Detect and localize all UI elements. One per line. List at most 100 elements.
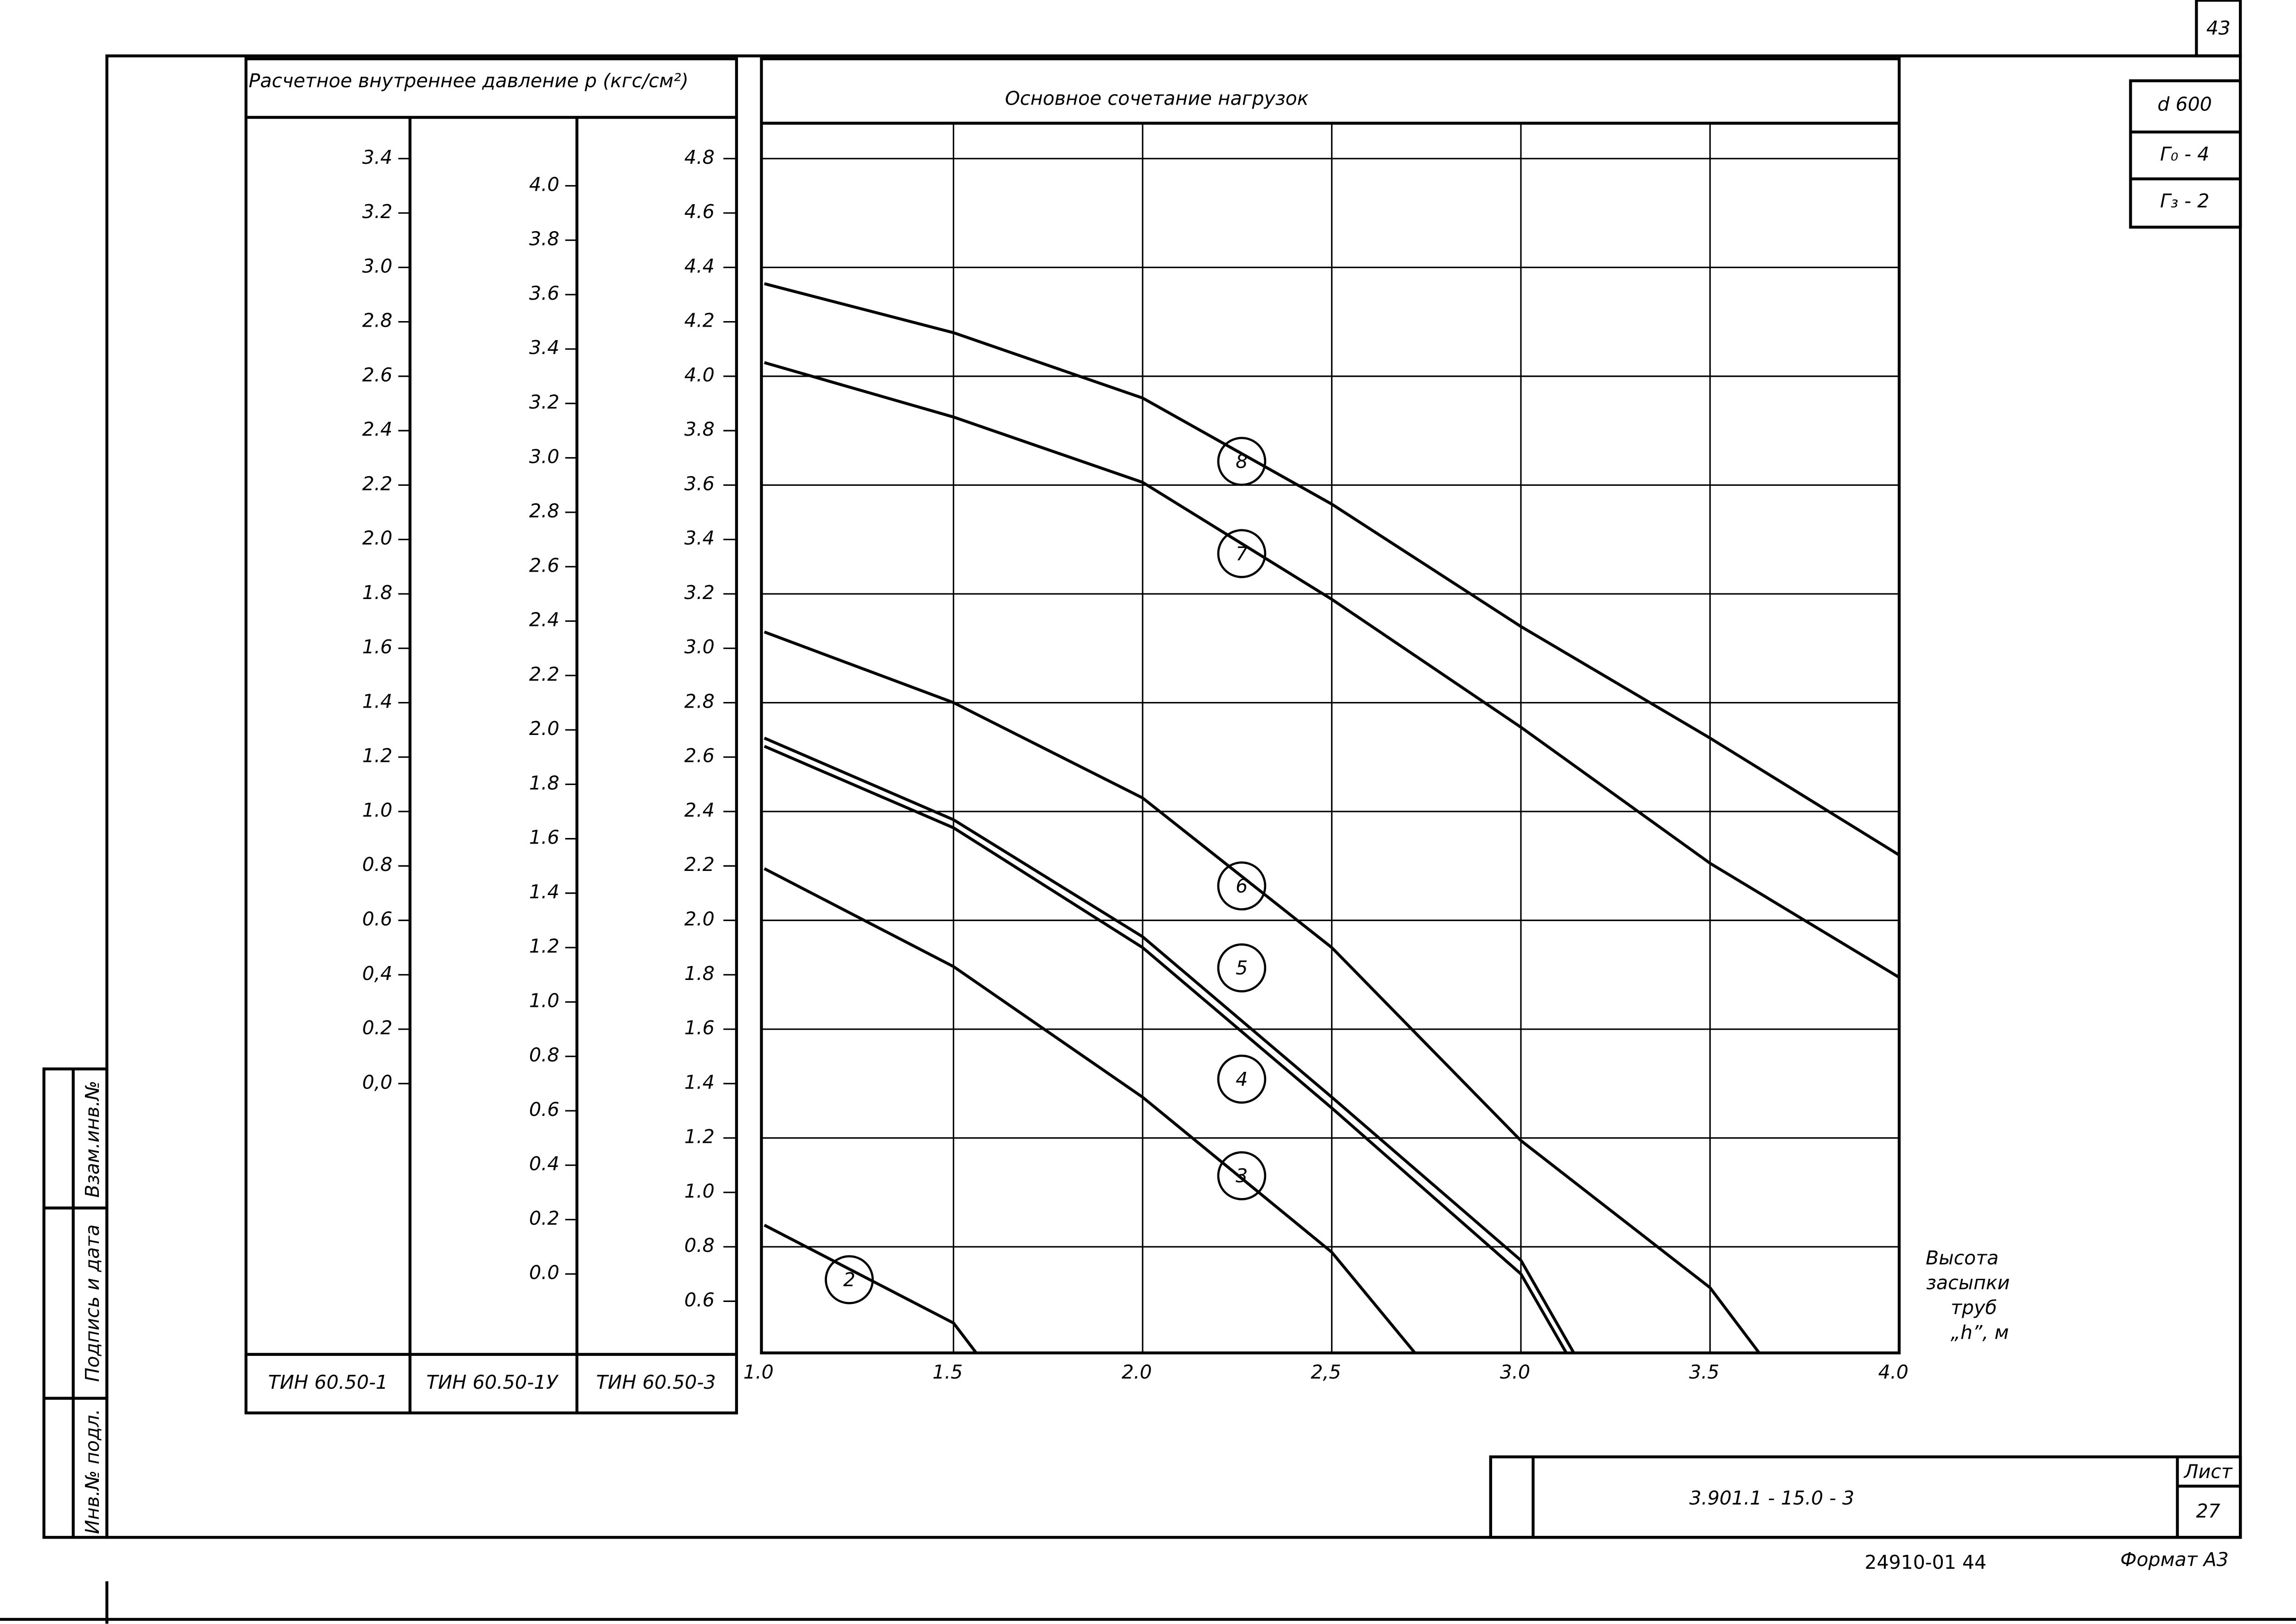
curve-label-circle — [825, 1255, 874, 1304]
scale-tick-label: 2.0 — [529, 717, 559, 740]
y-tick-label: 3.8 — [684, 418, 714, 440]
y-tick-label: 0.8 — [684, 1234, 714, 1257]
curve-label: 2 — [843, 1269, 855, 1291]
scale-tick-label: 0.2 — [529, 1207, 559, 1229]
x-tick-label: 3.0 — [1500, 1361, 1530, 1383]
y-tick-label: 3.0 — [684, 636, 714, 658]
scale-tick-label: 3.2 — [529, 391, 559, 413]
y-tick-label: 4.2 — [684, 309, 714, 332]
curve-label-circle — [1217, 437, 1267, 486]
curve-label: 5 — [1235, 957, 1248, 979]
chart-title: Основное сочетание нагрузок — [1005, 87, 1308, 110]
g0: Г₀ - 4 — [2160, 143, 2209, 165]
y-tick-label: 1.6 — [684, 1017, 714, 1039]
y-axis-title: Расчетное внутреннее давление р (кгс/см²… — [249, 70, 689, 92]
y-tick-label: 2.0 — [684, 908, 714, 930]
curve-label: 7 — [1235, 542, 1248, 565]
x-axis-title: „h”, м — [1951, 1321, 2009, 1344]
x-tick-label: 4.0 — [1878, 1361, 1908, 1383]
x-tick-label: 2.0 — [1122, 1361, 1152, 1383]
curve — [764, 282, 1900, 857]
scale-name: ТИН 60.50-1 — [268, 1371, 388, 1393]
y-tick-label: 4.4 — [684, 255, 714, 277]
curve-label-circle — [1217, 1151, 1267, 1200]
scale-tick-label: 1.2 — [529, 935, 559, 957]
margin-label: Подпись и дата — [81, 1224, 103, 1382]
margin-label: Взам.инв.№ — [81, 1081, 103, 1198]
y-tick-label: 4.6 — [684, 200, 714, 223]
scale-tick-label: 3.6 — [529, 282, 559, 304]
y-tick-label: 3.2 — [684, 581, 714, 604]
scale-tick-label: 3.8 — [529, 228, 559, 250]
scale-tick-label: 1.0 — [529, 989, 559, 1012]
scale-tick-label: 0,0 — [362, 1071, 392, 1093]
scale-tick-label: 0.4 — [529, 1153, 559, 1175]
g3: Г₃ - 2 — [2160, 190, 2209, 212]
x-axis-title: труб — [1951, 1296, 1997, 1319]
scale-tick-label: 0,4 — [362, 962, 392, 985]
sheet-number: 27 — [2196, 1500, 2220, 1522]
format: Формат А3 — [2120, 1548, 2229, 1571]
curve — [763, 867, 1416, 1354]
scale-name: ТИН 60.50-1У — [427, 1371, 559, 1393]
y-tick-label: 2.8 — [684, 690, 714, 712]
scale-tick-label: 2.4 — [529, 609, 559, 631]
scale-tick-label: 2.2 — [529, 663, 559, 685]
scale-tick-label: 1.6 — [362, 636, 392, 658]
scale-tick-label: 0.0 — [529, 1262, 559, 1284]
scale-tick-label: 2.4 — [362, 418, 392, 440]
scale-tick-label: 2.6 — [362, 364, 392, 386]
y-tick-label: 4.0 — [684, 364, 714, 386]
curve — [763, 1224, 977, 1354]
scale-tick-label: 0.8 — [362, 853, 392, 876]
page-number: 43 — [2206, 17, 2231, 39]
scale-tick-label: 3.4 — [362, 146, 392, 168]
scale-name: ТИН 60.50-3 — [596, 1371, 716, 1393]
sheet-label: Лист — [2183, 1460, 2233, 1482]
curve-label-circle — [1217, 943, 1267, 992]
scale-tick-label: 3.2 — [362, 200, 392, 223]
scale-tick-label: 0.2 — [362, 1017, 392, 1039]
y-tick-label: 3.4 — [684, 527, 714, 549]
scale-tick-label: 3.4 — [529, 336, 559, 359]
scale-tick-label: 2.8 — [529, 500, 559, 522]
doc-code: 3.901.1 - 15.0 - 3 — [1689, 1487, 1855, 1509]
scale-tick-label: 4.0 — [529, 173, 559, 195]
curve-label-circle — [1217, 529, 1267, 578]
curve-label: 4 — [1235, 1068, 1248, 1090]
curve — [764, 361, 1900, 979]
y-tick-label: 2.6 — [684, 745, 714, 767]
scale-tick-label: 2.8 — [362, 309, 392, 332]
scale-tick-label: 1.8 — [529, 772, 559, 794]
scale-tick-label: 3.0 — [362, 255, 392, 277]
y-tick-label: 1.2 — [684, 1126, 714, 1148]
curve-label: 6 — [1235, 875, 1248, 897]
x-tick-label: 3.5 — [1689, 1361, 1719, 1383]
curve-label: 8 — [1235, 451, 1248, 473]
x-axis-title: Высота — [1926, 1247, 1998, 1269]
x-tick-label: 2,5 — [1311, 1361, 1341, 1383]
y-tick-label: 3.6 — [684, 472, 714, 495]
curve — [763, 745, 1568, 1354]
scale-tick-label: 1.4 — [529, 881, 559, 903]
scale-tick-label: 0.8 — [529, 1044, 559, 1066]
scale-tick-label: 1.2 — [362, 745, 392, 767]
y-tick-label: 1.0 — [684, 1180, 714, 1202]
diameter: d 600 — [2158, 93, 2212, 116]
scale-tick-label: 2.0 — [362, 527, 392, 549]
scale-tick-label: 1.0 — [362, 799, 392, 821]
y-tick-label: 1.8 — [684, 962, 714, 985]
scale-tick-label: 1.6 — [529, 826, 559, 849]
curve-label-circle — [1217, 1054, 1267, 1104]
y-tick-label: 4.8 — [684, 146, 714, 168]
scale-tick-label: 1.4 — [362, 690, 392, 712]
scale-tick-label: 3.0 — [529, 445, 559, 468]
scale-tick-label: 0.6 — [362, 908, 392, 930]
scale-tick-label: 0.6 — [529, 1098, 559, 1121]
curve-label: 3 — [1235, 1165, 1248, 1187]
scale-tick-label: 2.2 — [362, 472, 392, 495]
y-tick-label: 2.2 — [684, 853, 714, 876]
scale-tick-label: 1.8 — [362, 581, 392, 604]
